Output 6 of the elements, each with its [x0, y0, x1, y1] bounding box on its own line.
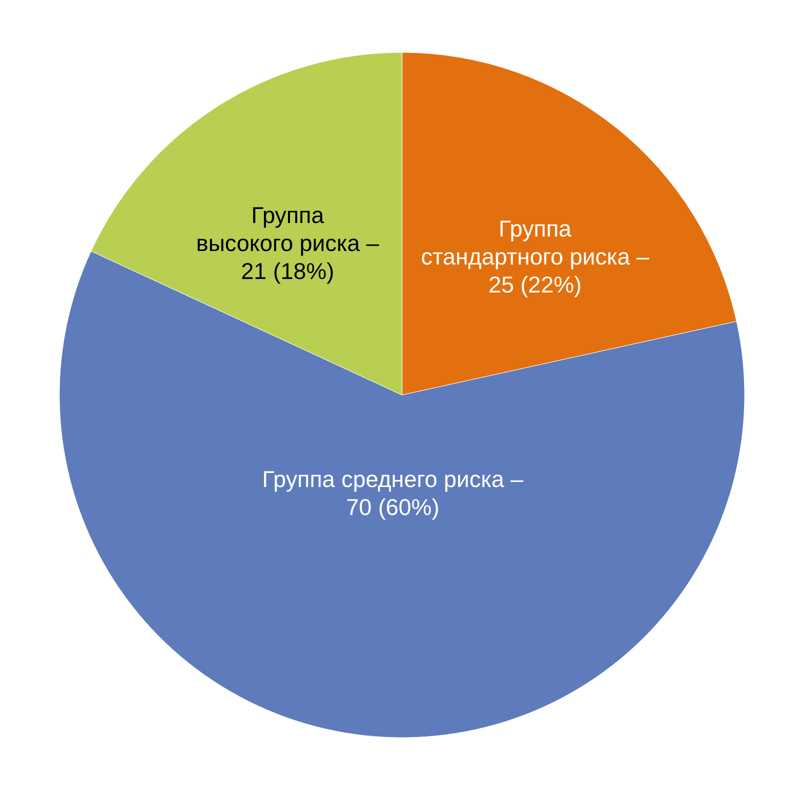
data-label: 25 (22%) [488, 271, 582, 298]
slice-label: Группа стандартного риска – [420, 215, 650, 270]
data-label: 21 (18%) [241, 258, 334, 284]
slice-label: Группа высокого риска – [196, 202, 380, 256]
slice-label: Группа среднего риска – [262, 466, 524, 492]
data-label: 70 (60%) [346, 494, 440, 520]
